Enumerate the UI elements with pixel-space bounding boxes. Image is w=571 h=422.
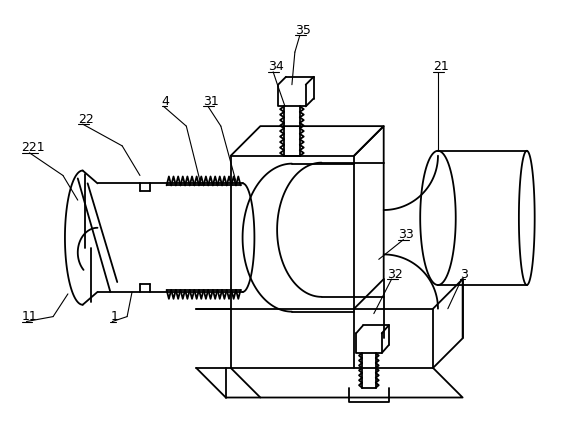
Text: 35: 35 <box>295 24 311 37</box>
Text: 21: 21 <box>433 60 449 73</box>
Text: 221: 221 <box>22 141 45 154</box>
Text: 32: 32 <box>387 268 403 281</box>
Text: 1: 1 <box>110 310 118 323</box>
Text: 4: 4 <box>162 95 170 108</box>
Text: 33: 33 <box>399 228 414 241</box>
Text: 22: 22 <box>78 113 94 126</box>
Text: 11: 11 <box>22 310 37 323</box>
Text: 31: 31 <box>203 95 219 108</box>
Text: 34: 34 <box>268 60 284 73</box>
Text: 3: 3 <box>460 268 468 281</box>
